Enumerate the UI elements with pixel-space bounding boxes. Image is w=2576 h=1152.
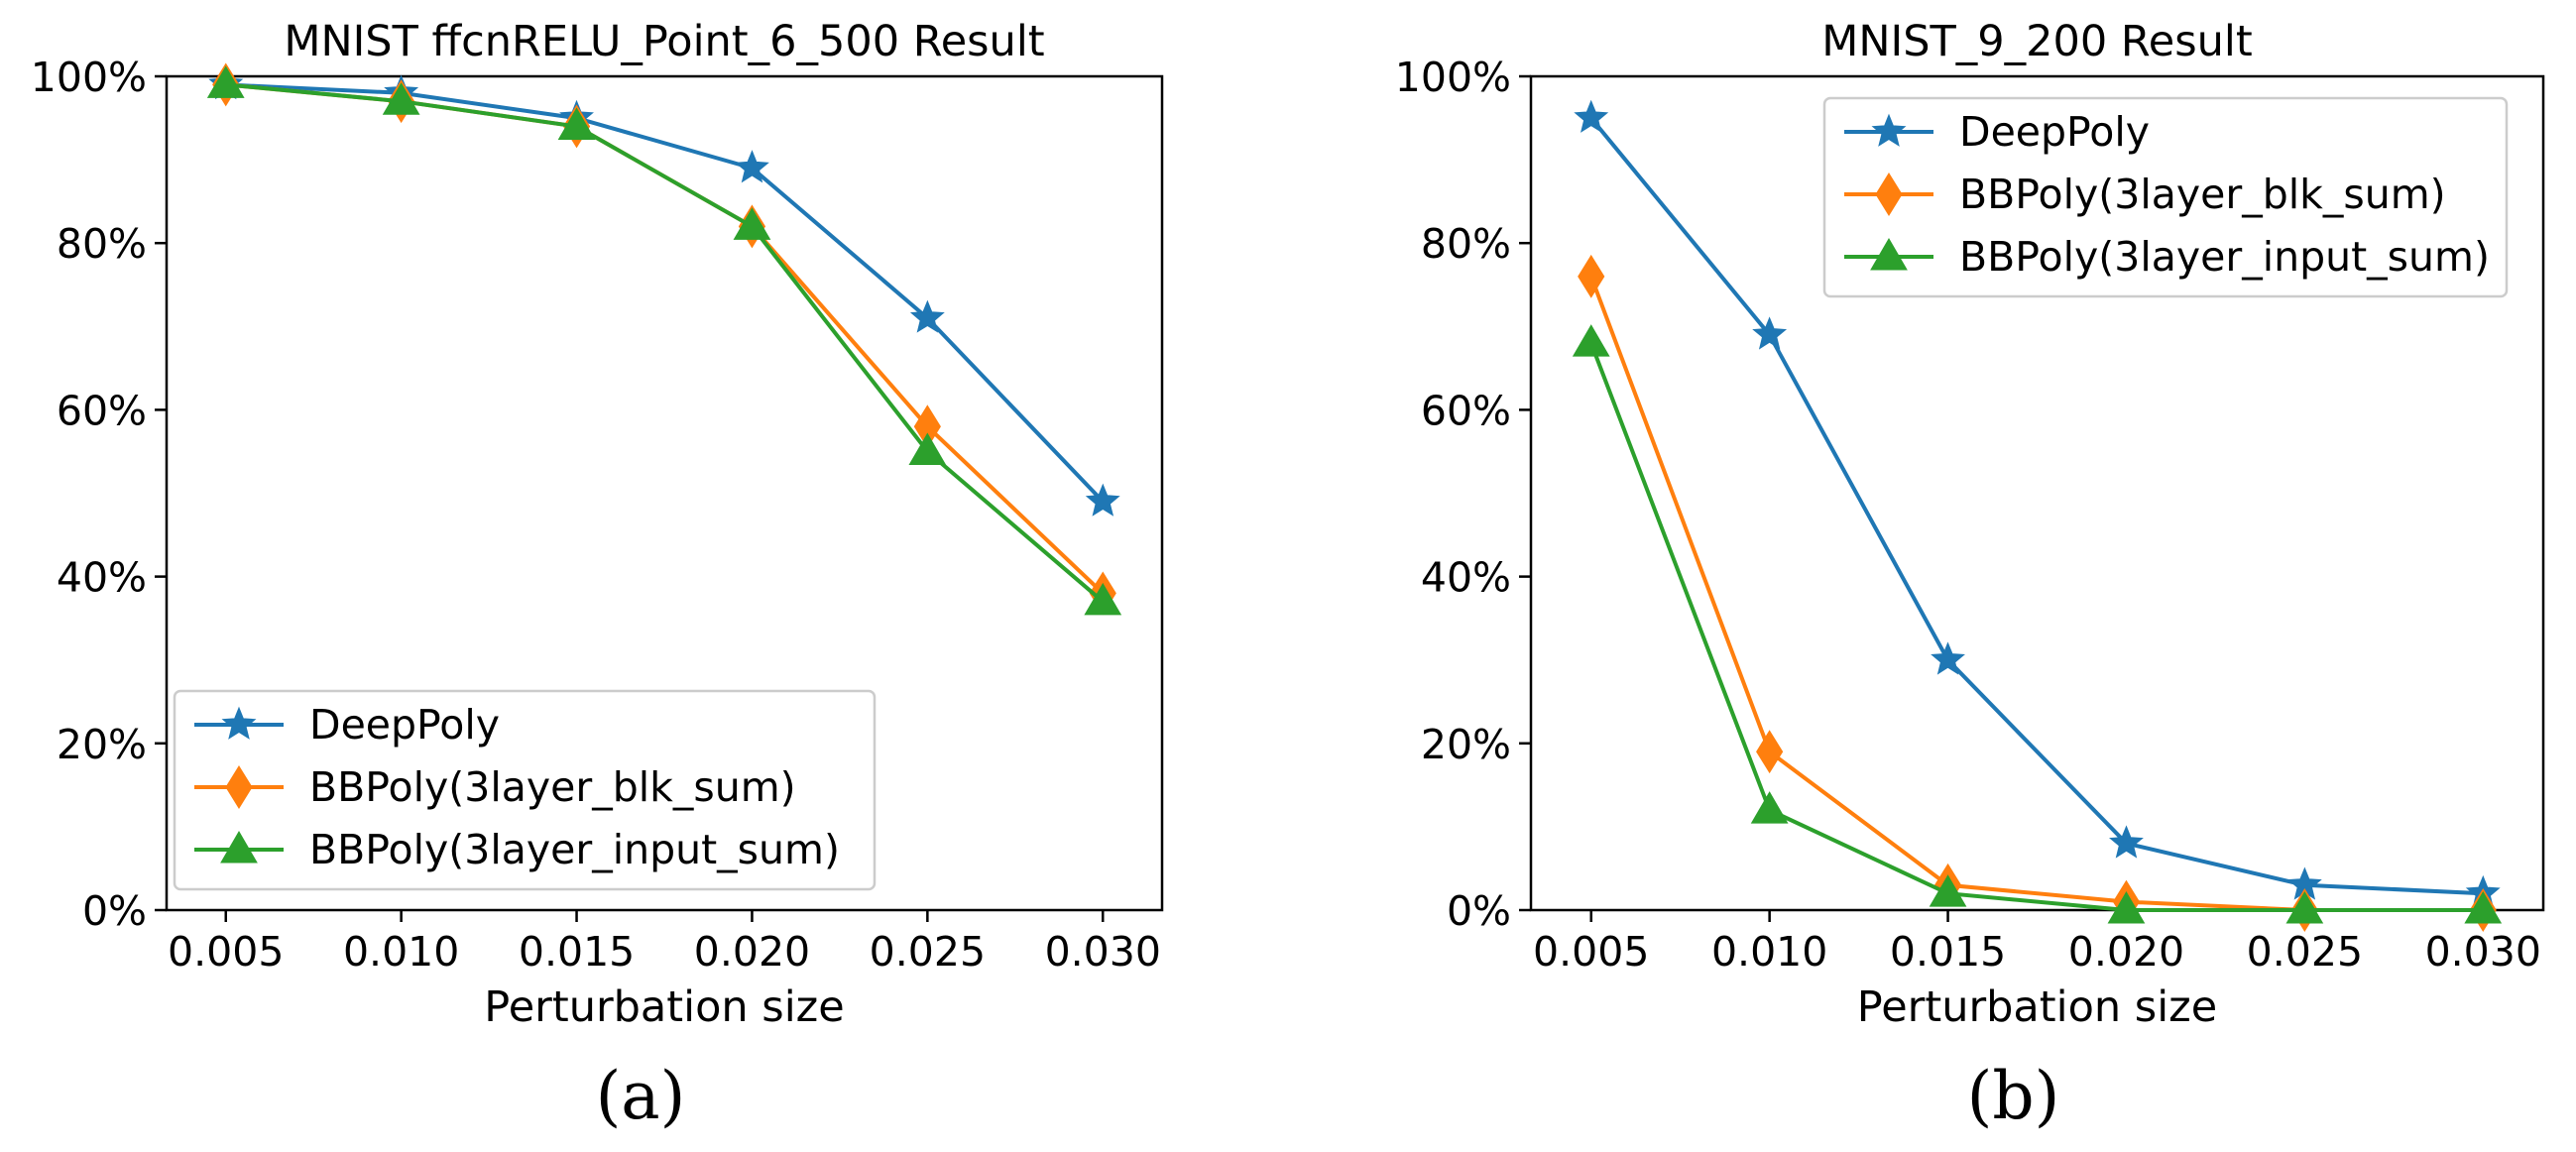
legend-box [1822,96,2509,298]
y-tick-label: 80% [1421,220,1511,268]
legend-entry-label: DeepPoly [309,701,500,749]
y-tick-label: 40% [57,554,147,602]
data-point-triangle [1572,324,1610,357]
data-point-star [1574,99,1609,133]
series-line [225,82,1105,504]
data-point-star [1085,483,1120,517]
data-point-star [1931,641,1965,675]
series-line [1588,276,2484,912]
series-triangle [1572,324,2503,924]
series-line [225,82,1105,595]
legend-marker-star [1871,113,1907,147]
legend: DeepPoly BBPoly(3layer_blk_sum) BBPoly(3la… [1822,96,2509,298]
legend-marker-star [221,706,257,740]
y-tick-label: 20% [57,721,147,768]
y-tick-label: 0% [82,887,147,935]
x-tick-label: 0.005 [1533,928,1649,976]
legend-entry-label: BBPoly(3layer_input_sum) [309,826,840,873]
x-tick-label: 0.015 [519,928,635,976]
plot-frame [1529,74,2545,912]
chart-title: MNIST_9_200 Result [1821,17,2252,66]
data-point-triangle [2285,891,2324,924]
chart-title: MNIST ffcnRELU_Point_6_500 Result [284,17,1044,66]
data-point-star [735,150,769,183]
chart-panel-a: MNIST ffcnRELU_Point_6_500 Result 0% 20% 40… [31,17,1164,1134]
data-point-triangle [733,207,771,240]
series-star [208,66,1120,517]
y-tick-label: 20% [1421,721,1511,768]
x-axis-label: Perturbation size [484,982,844,1032]
data-point-triangle [1750,791,1789,824]
legend-marker-triangle [220,831,258,864]
x-tick-label: 0.030 [2425,928,2541,976]
legend: DeepPoly BBPoly(3layer_blk_sum) BBPoly(3la… [173,689,877,891]
legend-entry-label: DeepPoly [1959,108,2150,156]
data-point-triangle [1929,874,1967,907]
data-point-diamond [1578,254,1605,298]
series-diamond [212,62,1116,616]
data-point-triangle [2107,891,2146,924]
series-line [1588,342,2484,912]
x-tick-label: 0.030 [1045,928,1161,976]
panel-caption: (a) [596,1058,686,1134]
panel-caption: (b) [1967,1058,2060,1134]
legend-entry-label: BBPoly(3layer_input_sum) [1959,233,2490,281]
chart-panel-b: MNIST_9_200 Result 0% 20% 40% 60% 80% 100% 0.00… [1395,17,2545,1134]
y-tick-label: 60% [1421,387,1511,434]
legend-box [173,689,877,891]
data-point-triangle [206,65,245,98]
legend-entry-label: BBPoly(3layer_blk_sum) [309,763,796,811]
y-tick-label: 40% [1421,554,1511,602]
data-point-star [1752,316,1788,350]
y-tick-label: 0% [1447,887,1511,935]
legend-entry-label: BBPoly(3layer_blk_sum) [1959,171,2446,218]
legend-marker-diamond [225,765,253,809]
y-tick-label: 100% [1395,54,1511,101]
series-line [1589,116,2484,896]
legend-marker-diamond [1875,173,1903,216]
x-tick-label: 0.005 [168,928,284,976]
x-tick-label: 0.010 [343,928,459,976]
data-point-triangle [908,432,947,465]
plot-frame [165,74,1164,912]
data-point-diamond [1756,730,1784,774]
x-tick-label: 0.010 [1711,928,1827,976]
data-point-triangle [2464,891,2503,924]
x-axis-label: Perturbation size [1857,982,2217,1032]
series-triangle [206,65,1122,616]
series-line [225,82,1105,604]
series-diamond [1578,254,2497,932]
legend-marker-triangle [1870,238,1908,271]
data-point-star [2109,825,2144,859]
y-tick-label: 80% [57,220,147,268]
y-tick-label: 100% [31,54,147,101]
data-point-triangle [382,82,420,115]
data-point-triangle [557,107,596,140]
x-tick-label: 0.015 [1890,928,2006,976]
x-tick-label: 0.025 [870,928,986,976]
x-tick-label: 0.025 [2247,928,2363,976]
data-point-triangle [1084,582,1122,616]
y-tick-label: 60% [57,387,147,434]
x-tick-label: 0.020 [694,928,810,976]
data-point-star [909,299,945,333]
x-tick-label: 0.020 [2068,928,2184,976]
